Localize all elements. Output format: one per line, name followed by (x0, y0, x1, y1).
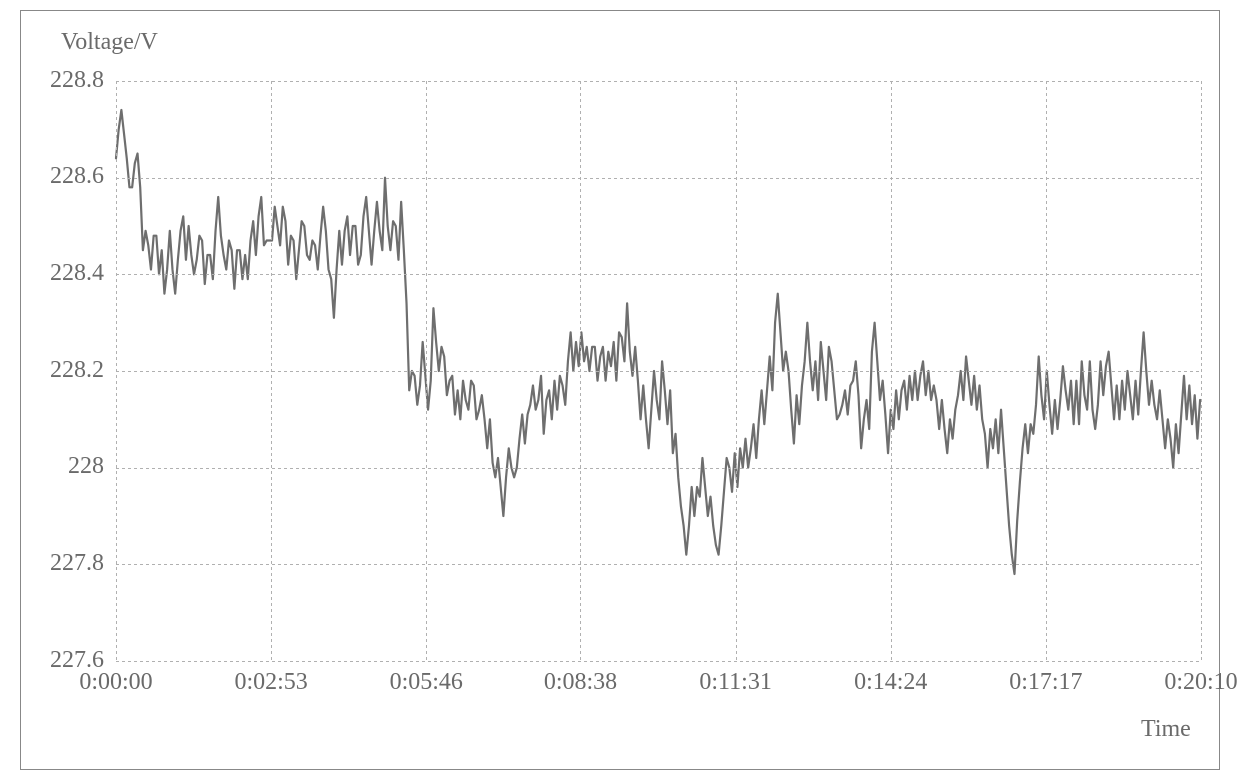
y-axis-title: Voltage/V (61, 29, 158, 56)
y-tick-label: 228.6 (50, 163, 104, 190)
voltage-line-path (116, 110, 1200, 574)
x-tick-label: 0:00:00 (79, 669, 152, 696)
x-tick-label: 0:08:38 (544, 669, 617, 696)
x-tick-label: 0:14:24 (854, 669, 927, 696)
x-gridline (1046, 81, 1047, 661)
x-tick-label: 0:20:10 (1164, 669, 1237, 696)
y-gridline (116, 178, 1201, 179)
y-tick-label: 228 (68, 453, 104, 480)
y-tick-label: 228.4 (50, 260, 104, 287)
x-tick-label: 0:05:46 (390, 669, 463, 696)
y-tick-label: 227.8 (50, 550, 104, 577)
y-gridline (116, 371, 1201, 372)
y-tick-label: 228.2 (50, 357, 104, 384)
y-gridline (116, 468, 1201, 469)
chart-frame: Voltage/V Time 227.6227.8228228.2228.422… (20, 10, 1220, 770)
y-gridline (116, 274, 1201, 275)
x-gridline (891, 81, 892, 661)
x-gridline (426, 81, 427, 661)
x-tick-label: 0:17:17 (1009, 669, 1082, 696)
y-gridline (116, 81, 1201, 82)
x-axis-title: Time (1141, 716, 1191, 743)
x-gridline (116, 81, 117, 661)
y-gridline (116, 661, 1201, 662)
y-tick-label: 228.8 (50, 67, 104, 94)
x-gridline (271, 81, 272, 661)
x-gridline (1201, 81, 1202, 661)
x-tick-label: 0:11:31 (699, 669, 771, 696)
x-gridline (736, 81, 737, 661)
y-gridline (116, 564, 1201, 565)
x-tick-label: 0:02:53 (234, 669, 307, 696)
plot-area (116, 81, 1201, 661)
x-gridline (580, 81, 581, 661)
